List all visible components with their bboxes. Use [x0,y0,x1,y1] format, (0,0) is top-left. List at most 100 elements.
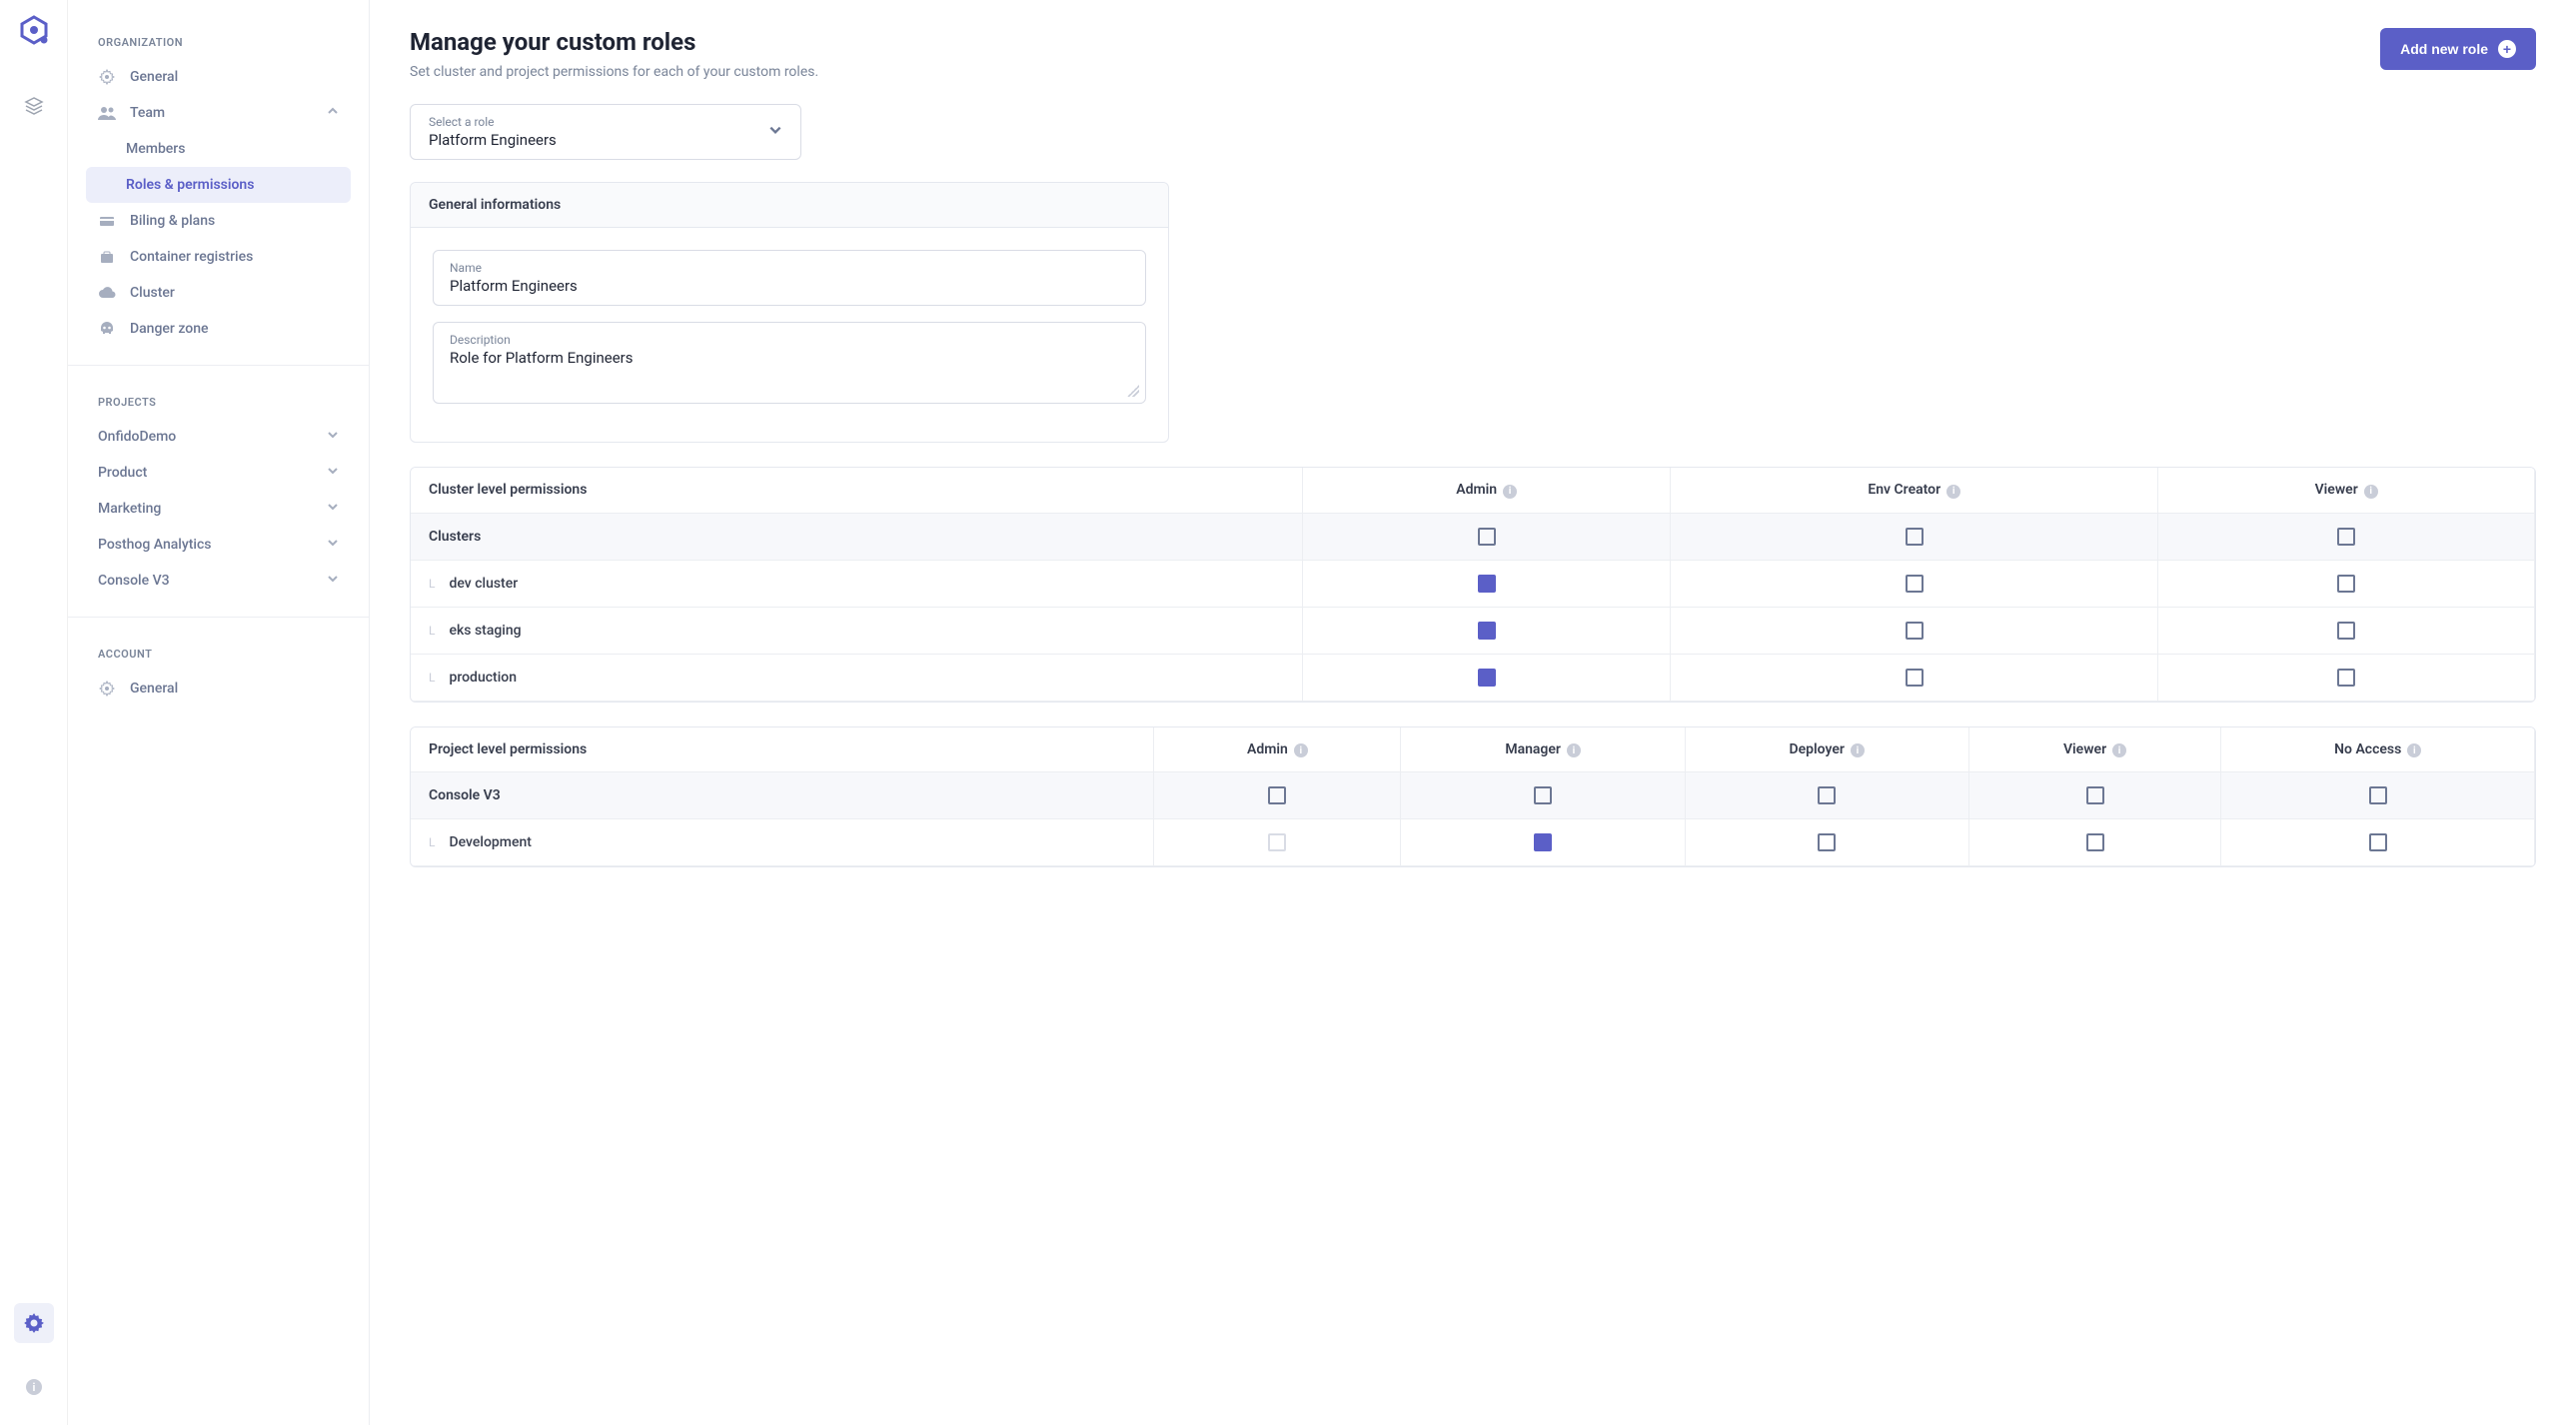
row-label: Development [449,834,531,850]
column-viewer: Vieweri [1968,727,2221,772]
chevron-down-icon [327,465,339,481]
projects-section-label: PROJECTS [86,384,351,419]
chevron-down-icon [327,573,339,589]
add-new-role-button[interactable]: Add new role + [2380,28,2536,70]
icon-rail: i [0,0,68,1425]
cluster-permissions-table: Cluster level permissions Admini Env Cre… [410,467,2536,703]
sidebar-item-team[interactable]: Team [86,95,351,131]
info-icon[interactable]: i [1503,485,1517,499]
page-header: Manage your custom roles Set cluster and… [410,28,2536,80]
checkbox[interactable] [2337,528,2355,546]
info-icon[interactable]: i [2112,743,2126,757]
chevron-down-icon [327,537,339,553]
column-admin: Admini [1154,727,1401,772]
checkbox[interactable] [2337,669,2355,687]
project-item-onfidodemo[interactable]: OnfidoDemo [86,419,351,455]
info-icon[interactable]: i [2364,485,2378,499]
card-icon [98,213,116,229]
sidebar-item-general[interactable]: General [86,59,351,95]
nav-label: Cluster [130,285,175,301]
sidebar-subitem-members[interactable]: Members [86,131,351,167]
checkbox[interactable] [2369,833,2387,851]
nav-label: Biling & plans [130,213,215,229]
group-label: Clusters [411,513,1303,560]
checkbox[interactable] [1478,669,1496,687]
checkbox[interactable] [2337,622,2355,640]
sidebar-item-danger-zone[interactable]: Danger zone [86,311,351,347]
select-value: Platform Engineers [429,131,557,149]
project-item-posthog[interactable]: Posthog Analytics [86,527,351,563]
chevron-up-icon [327,105,339,121]
sidebar-item-cluster[interactable]: Cluster [86,275,351,311]
info-icon[interactable]: i [1294,743,1308,757]
checkbox[interactable] [1818,786,1836,804]
info-icon[interactable]: i [1946,485,1960,499]
checkbox[interactable] [2086,833,2104,851]
table-row: LDevelopment [411,819,2535,866]
cloud-icon [98,286,116,300]
project-item-product[interactable]: Product [86,455,351,491]
checkbox[interactable] [1534,786,1552,804]
page-title: Manage your custom roles [410,28,818,56]
checkbox[interactable] [1478,575,1496,593]
table-row: Lproduction [411,654,2535,701]
nav-label: Danger zone [130,321,209,337]
table-row: Leks staging [411,607,2535,654]
table-group-row: Console V3 [411,772,2535,819]
divider [68,365,369,366]
description-field[interactable]: Description Role for Platform Engineers [433,322,1146,404]
account-section-label: ACCOUNT [86,636,351,671]
settings-rail-icon[interactable] [14,1303,54,1343]
role-select[interactable]: Select a role Platform Engineers [410,104,801,160]
briefcase-icon [98,249,116,265]
checkbox[interactable] [2337,575,2355,593]
chevron-down-icon [768,123,782,141]
checkbox[interactable] [1906,669,1924,687]
resize-handle[interactable] [1127,385,1139,397]
name-field[interactable]: Name Platform Engineers [433,250,1146,306]
app-logo [18,14,50,46]
checkbox[interactable] [2369,786,2387,804]
column-manager: Manageri [1401,727,1685,772]
sidebar-subitem-roles-permissions[interactable]: Roles & permissions [86,167,351,203]
checkbox[interactable] [1534,833,1552,851]
checkbox[interactable] [1818,833,1836,851]
project-permissions-table: Project level permissions Admini Manager… [410,726,2536,868]
info-icon[interactable]: i [2407,743,2421,757]
checkbox[interactable] [1478,528,1496,546]
table-row: Ldev cluster [411,560,2535,607]
checkbox[interactable] [1906,575,1924,593]
column-viewer: Vieweri [2158,468,2535,513]
sidebar-item-container-registries[interactable]: Container registries [86,239,351,275]
info-icon[interactable]: i [1567,743,1581,757]
main-content: Manage your custom roles Set cluster and… [370,0,2576,1425]
sidebar-item-account-general[interactable]: General [86,671,351,707]
plus-icon: + [2498,40,2516,58]
row-label: eks staging [449,623,521,639]
checkbox[interactable] [1906,528,1924,546]
checkbox[interactable] [1268,786,1286,804]
gear-icon [98,681,116,697]
row-label: dev cluster [449,576,518,592]
nav-label: General [130,681,178,697]
project-item-marketing[interactable]: Marketing [86,491,351,527]
org-section-label: ORGANIZATION [86,24,351,59]
project-item-console-v3[interactable]: Console V3 [86,563,351,599]
column-env-creator: Env Creatori [1671,468,2158,513]
column-admin: Admini [1303,468,1671,513]
skull-icon [98,321,116,337]
layers-icon[interactable] [14,86,54,126]
project-table-title: Project level permissions [411,727,1154,772]
general-info-card: General informations Name Platform Engin… [410,182,1169,443]
column-deployer: Deployeri [1685,727,1968,772]
nav-label: General [130,69,178,85]
page-subtitle: Set cluster and project permissions for … [410,64,818,80]
checkbox[interactable] [1478,622,1496,640]
checkbox[interactable] [2086,786,2104,804]
sidebar-item-billing[interactable]: Biling & plans [86,203,351,239]
sidebar: ORGANIZATION General Team Members Roles … [68,0,370,1425]
info-rail-icon[interactable]: i [14,1367,54,1407]
info-icon[interactable]: i [1851,743,1865,757]
group-label: Console V3 [411,772,1154,819]
checkbox[interactable] [1906,622,1924,640]
